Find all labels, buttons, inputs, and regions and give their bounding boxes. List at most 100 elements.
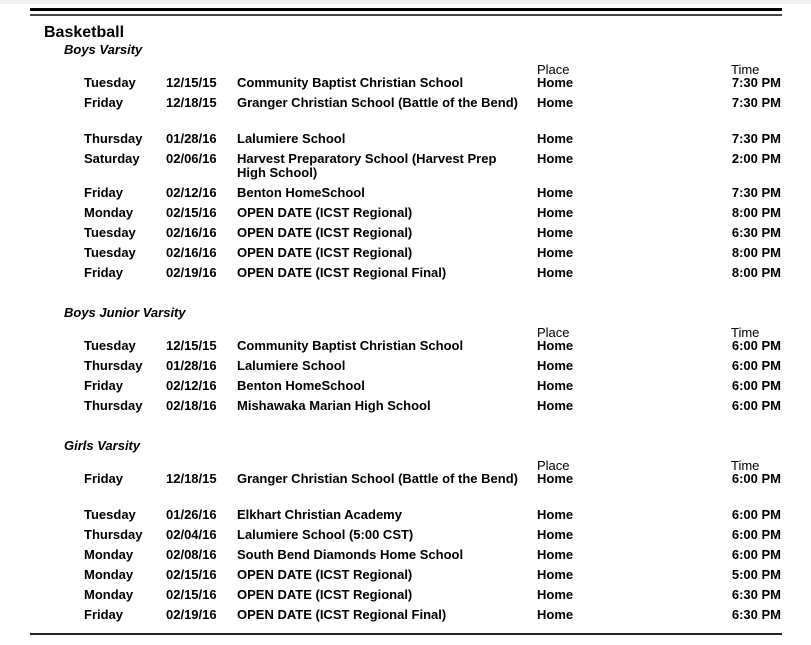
game-place: Home [537, 151, 574, 166]
game-time: 6:30 PM [731, 587, 781, 602]
game-row: Place Time Tuesday 12/15/15 Community Baptis… [0, 326, 811, 356]
game-day: Friday [84, 471, 124, 486]
game-opponent: Granger Christian School (Battle of the … [237, 95, 518, 110]
game-opponent: Lalumiere School [237, 358, 346, 373]
game-opponent: Community Baptist Christian School [237, 338, 464, 353]
game-place: Home [537, 225, 574, 240]
game-place: Home [537, 338, 574, 353]
game-day: Friday [84, 378, 124, 393]
game-opponent: OPEN DATE (ICST Regional) [237, 567, 413, 582]
schedule-section: Girls Varsity Place Time Friday 12/18/15 Gran… [0, 436, 811, 625]
game-row: Place Time Tuesday 12/15/15 Community Baptis… [0, 63, 811, 93]
game-row: Monday 02/15/16 OPEN DATE (ICST Regional) H… [0, 585, 811, 605]
game-date: 12/18/15 [166, 95, 217, 110]
game-day: Thursday [84, 358, 143, 373]
game-row: Thursday 01/28/16 Lalumiere School Home 7:30… [0, 129, 811, 149]
game-opponent: OPEN DATE (ICST Regional Final) [237, 607, 447, 622]
game-day: Tuesday [84, 245, 136, 260]
game-time: 6:00 PM [731, 338, 781, 353]
game-time: 7:30 PM [731, 185, 781, 200]
game-date: 12/18/15 [166, 471, 217, 486]
game-opponent: Lalumiere School (5:00 CST) [237, 527, 414, 542]
game-group: Place Time Friday 12/18/15 Granger Christian… [0, 459, 811, 489]
game-group: Place Time Tuesday 12/15/15 Community Baptis… [0, 63, 811, 113]
game-place: Home [537, 567, 574, 582]
game-time: 6:00 PM [731, 547, 781, 562]
section-title: Boys Varsity [64, 42, 143, 57]
game-day: Tuesday [84, 507, 136, 522]
game-time: 6:00 PM [731, 471, 781, 486]
game-time: 7:30 PM [731, 131, 781, 146]
game-time: 6:30 PM [731, 607, 781, 622]
game-opponent: OPEN DATE (ICST Regional) [237, 205, 413, 220]
game-day: Thursday [84, 131, 143, 146]
game-day: Saturday [84, 151, 140, 166]
game-time: 8:00 PM [731, 205, 781, 220]
game-row: Saturday 02/06/16 Harvest Preparatory Scho… [0, 149, 811, 183]
game-place: Home [537, 265, 574, 280]
game-time: 7:30 PM [731, 95, 781, 110]
game-time: 6:00 PM [731, 358, 781, 373]
game-row: Thursday 02/18/16 Mishawaka Marian High Sc… [0, 396, 811, 416]
game-opponent: Lalumiere School [237, 131, 346, 146]
footer-rule [30, 633, 782, 635]
schedule-content: Boys Varsity Place Time Tuesday 12/15/15 Comm… [0, 40, 811, 645]
game-place: Home [537, 378, 574, 393]
game-date: 02/12/16 [166, 185, 217, 200]
game-row: Tuesday 01/26/16 Elkhart Christian Academy… [0, 505, 811, 525]
game-place: Home [537, 95, 574, 110]
game-row: Thursday 02/04/16 Lalumiere School (5:00 C… [0, 525, 811, 545]
place-column-header: Place [537, 458, 570, 473]
game-day: Tuesday [84, 338, 136, 353]
game-opponent: OPEN DATE (ICST Regional) [237, 225, 413, 240]
game-place: Home [537, 358, 574, 373]
game-day: Thursday [84, 527, 143, 542]
game-place: Home [537, 185, 574, 200]
game-row: Friday 02/19/16 OPEN DATE (ICST Regional F… [0, 605, 811, 625]
game-opponent: Harvest Preparatory School (Harvest Prep… [237, 151, 497, 180]
header-rule-thick [30, 8, 782, 11]
section-title: Boys Junior Varsity [64, 305, 186, 320]
game-row: Friday 02/19/16 OPEN DATE (ICST Regional F… [0, 263, 811, 283]
game-group: Place Time Tuesday 12/15/15 Community Baptis… [0, 326, 811, 416]
game-opponent: Elkhart Christian Academy [237, 507, 402, 522]
game-opponent: OPEN DATE (ICST Regional) [237, 245, 413, 260]
game-row: Monday 02/08/16 South Bend Diamonds Home S… [0, 545, 811, 565]
time-column-header: Time [731, 458, 760, 473]
game-opponent: Community Baptist Christian School [237, 75, 464, 90]
time-column-header: Time [731, 325, 760, 340]
game-opponent: Benton HomeSchool [237, 185, 365, 200]
game-row: Tuesday 02/16/16 OPEN DATE (ICST Regional)… [0, 223, 811, 243]
game-opponent: Benton HomeSchool [237, 378, 365, 393]
game-time: 6:00 PM [731, 527, 781, 542]
game-date: 01/28/16 [166, 358, 217, 373]
place-column-header: Place [537, 325, 570, 340]
game-group: Tuesday 01/26/16 Elkhart Christian Academy… [0, 505, 811, 625]
game-day: Friday [84, 185, 124, 200]
game-row: Monday 02/15/16 OPEN DATE (ICST Regional) H… [0, 203, 811, 223]
game-time: 8:00 PM [731, 245, 781, 260]
game-row: Friday 02/12/16 Benton HomeSchool Home 6:00 … [0, 376, 811, 396]
game-day: Tuesday [84, 75, 136, 90]
game-opponent: OPEN DATE (ICST Regional) [237, 587, 413, 602]
game-day: Friday [84, 607, 124, 622]
game-date: 02/15/16 [166, 567, 217, 582]
game-time: 7:30 PM [731, 75, 781, 90]
game-day: Monday [84, 547, 134, 562]
section-title: Girls Varsity [64, 438, 141, 453]
game-day: Friday [84, 95, 124, 110]
page-top-edge [0, 0, 811, 4]
game-date: 01/28/16 [166, 131, 217, 146]
game-time: 6:30 PM [731, 225, 781, 240]
game-opponent: Granger Christian School (Battle of the … [237, 471, 518, 486]
sport-title: Basketball [44, 24, 125, 41]
game-place: Home [537, 507, 574, 522]
schedule-section: Boys Junior Varsity Place Time Tuesday 12/15… [0, 303, 811, 416]
game-place: Home [537, 587, 574, 602]
game-date: 02/15/16 [166, 205, 217, 220]
game-row: Thursday 01/28/16 Lalumiere School Home 6:00… [0, 356, 811, 376]
place-column-header: Place [537, 62, 570, 77]
game-place: Home [537, 398, 574, 413]
game-date: 02/18/16 [166, 398, 217, 413]
game-date: 02/06/16 [166, 151, 217, 166]
